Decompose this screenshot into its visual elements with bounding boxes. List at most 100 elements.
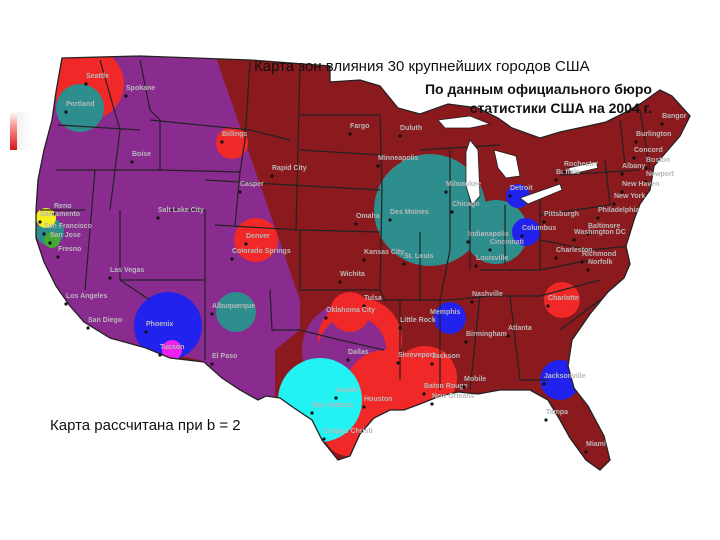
city-label-pittsburgh: Pittsburgh bbox=[544, 211, 579, 218]
city-marker-tucson bbox=[158, 353, 162, 357]
city-label-burlington: Burlington bbox=[636, 131, 671, 138]
city-marker-austin bbox=[334, 396, 338, 400]
city-label-oklahoma-city: Oklahoma City bbox=[326, 307, 375, 314]
city-label-buffalo: Buffalo bbox=[556, 169, 580, 176]
city-label-charleston: Charleston bbox=[556, 247, 593, 254]
city-label-rapid-city: Rapid City bbox=[272, 165, 307, 172]
city-label-san-diego: San Diego bbox=[88, 317, 122, 324]
city-marker-baltimore bbox=[586, 232, 590, 236]
city-marker-dallas bbox=[346, 358, 350, 362]
city-label-duluth: Duluth bbox=[400, 125, 422, 132]
city-marker-houston bbox=[362, 405, 366, 409]
city-marker-san-francisco bbox=[42, 232, 46, 236]
city-label-jacksonville: Jacksonville bbox=[544, 373, 586, 380]
city-marker-san-jose bbox=[48, 241, 52, 245]
city-marker-new-orleans bbox=[430, 402, 434, 406]
city-label-detroit: Detroit bbox=[510, 185, 533, 192]
city-marker-richmond bbox=[580, 260, 584, 264]
city-label-wichita: Wichita bbox=[340, 271, 365, 278]
lake-ontario bbox=[567, 161, 599, 175]
city-label-boston: Boston bbox=[646, 157, 670, 164]
red-zone-charlotte bbox=[544, 282, 580, 318]
city-marker-philadelphia bbox=[596, 216, 600, 220]
city-marker-phoenix bbox=[144, 330, 148, 334]
teal-zone-indiana bbox=[464, 200, 528, 264]
usa-outline bbox=[35, 55, 691, 471]
city-label-sacramento: Sacramento bbox=[40, 211, 80, 218]
city-label-dallas: Dallas bbox=[348, 349, 369, 356]
city-marker-sacramento bbox=[38, 220, 42, 224]
calculation-note: Карта рассчитана при b = 2 bbox=[50, 417, 241, 434]
magenta-zone-tucson bbox=[162, 340, 182, 360]
city-marker-nashville bbox=[470, 300, 474, 304]
city-marker-burlington bbox=[634, 140, 638, 144]
map-subtitle-line-1: По данным официального бюро bbox=[424, 81, 652, 97]
state-borders bbox=[40, 59, 651, 391]
city-marker-spokane bbox=[124, 94, 128, 98]
city-marker-concord bbox=[632, 156, 636, 160]
map-subtitle: По данным официального бюро статистики С… bbox=[420, 80, 652, 118]
city-label-baton-rouge: Baton Rouge bbox=[424, 383, 468, 390]
city-marker-norfolk bbox=[586, 268, 590, 272]
city-label-los-angeles: Los Angeles bbox=[66, 293, 107, 300]
map-subtitle-line-2: статистики США на 2004 г. bbox=[469, 100, 652, 116]
city-label-omaha: Omaha bbox=[356, 213, 380, 220]
city-marker-los-angeles bbox=[64, 302, 68, 306]
city-marker-bangor bbox=[660, 122, 664, 126]
city-marker-chicago bbox=[450, 210, 454, 214]
city-label-new-york: New York bbox=[614, 193, 645, 200]
city-marker-jackson bbox=[430, 362, 434, 366]
city-marker-wichita bbox=[338, 280, 342, 284]
lake-superior bbox=[437, 115, 492, 129]
city-marker-san-antonio bbox=[310, 411, 314, 415]
lake-erie bbox=[519, 183, 563, 205]
city-marker-duluth bbox=[398, 134, 402, 138]
city-marker-cincinnati bbox=[488, 248, 492, 252]
city-marker-charlotte bbox=[546, 304, 550, 308]
teal-zone-portland bbox=[56, 84, 104, 132]
city-marker-new-york bbox=[612, 202, 616, 206]
city-label-st-louis: St. Louis bbox=[404, 253, 434, 260]
city-marker-fresno bbox=[56, 255, 60, 259]
city-marker-atlanta bbox=[506, 334, 510, 338]
city-label-phoenix: Phoenix bbox=[146, 321, 173, 328]
city-marker-rapid-city bbox=[270, 174, 274, 178]
city-label-austin: Austin bbox=[336, 387, 358, 394]
city-label-fargo: Fargo bbox=[350, 123, 369, 130]
city-label-tampa: Tampa bbox=[546, 409, 568, 416]
city-marker-rochester bbox=[562, 170, 566, 174]
city-label-new-orleans: New Orleans bbox=[432, 393, 475, 400]
city-label-billings: Billings bbox=[222, 131, 247, 138]
blue-zone-detroit bbox=[506, 184, 530, 208]
city-marker-oklahoma-city bbox=[324, 316, 328, 320]
city-label-mobile: Mobile bbox=[464, 376, 486, 383]
city-label-salt-lake-city: Salt Lake City bbox=[158, 207, 204, 214]
city-label-casper: Casper bbox=[240, 181, 264, 188]
city-marker-mobile bbox=[462, 385, 466, 389]
city-label-tucson: Tucson bbox=[160, 344, 184, 351]
city-marker-albany bbox=[620, 172, 624, 176]
city-label-concord: Concord bbox=[634, 147, 663, 154]
blue-zone-memphis bbox=[434, 302, 466, 334]
city-label-columbus: Columbus bbox=[522, 225, 556, 232]
city-label-spokane: Spokane bbox=[126, 85, 155, 92]
green-zone-san-jose bbox=[44, 232, 60, 248]
city-marker-buffalo bbox=[554, 178, 558, 182]
city-marker-kansas-city bbox=[362, 258, 366, 262]
city-label-rochester: Rochester bbox=[564, 161, 599, 168]
city-label-richmond: Richmond bbox=[582, 251, 616, 258]
lake-huron bbox=[493, 149, 521, 179]
city-marker-miami bbox=[584, 450, 588, 454]
city-marker-jacksonville bbox=[542, 382, 546, 386]
city-label-baltimore: Baltimore bbox=[588, 223, 620, 230]
city-label-nashville: Nashville bbox=[472, 291, 503, 298]
city-label-memphis: Memphis bbox=[430, 309, 460, 316]
city-marker-omaha bbox=[354, 222, 358, 226]
city-marker-billings bbox=[220, 140, 224, 144]
city-marker-tulsa bbox=[362, 304, 366, 308]
map-title: Карта зон влияния 30 крупнейших городов … bbox=[254, 58, 590, 75]
city-label-fresno: Fresno bbox=[58, 246, 81, 253]
city-marker-memphis bbox=[428, 318, 432, 322]
city-label-seattle: Seattle bbox=[86, 73, 109, 80]
